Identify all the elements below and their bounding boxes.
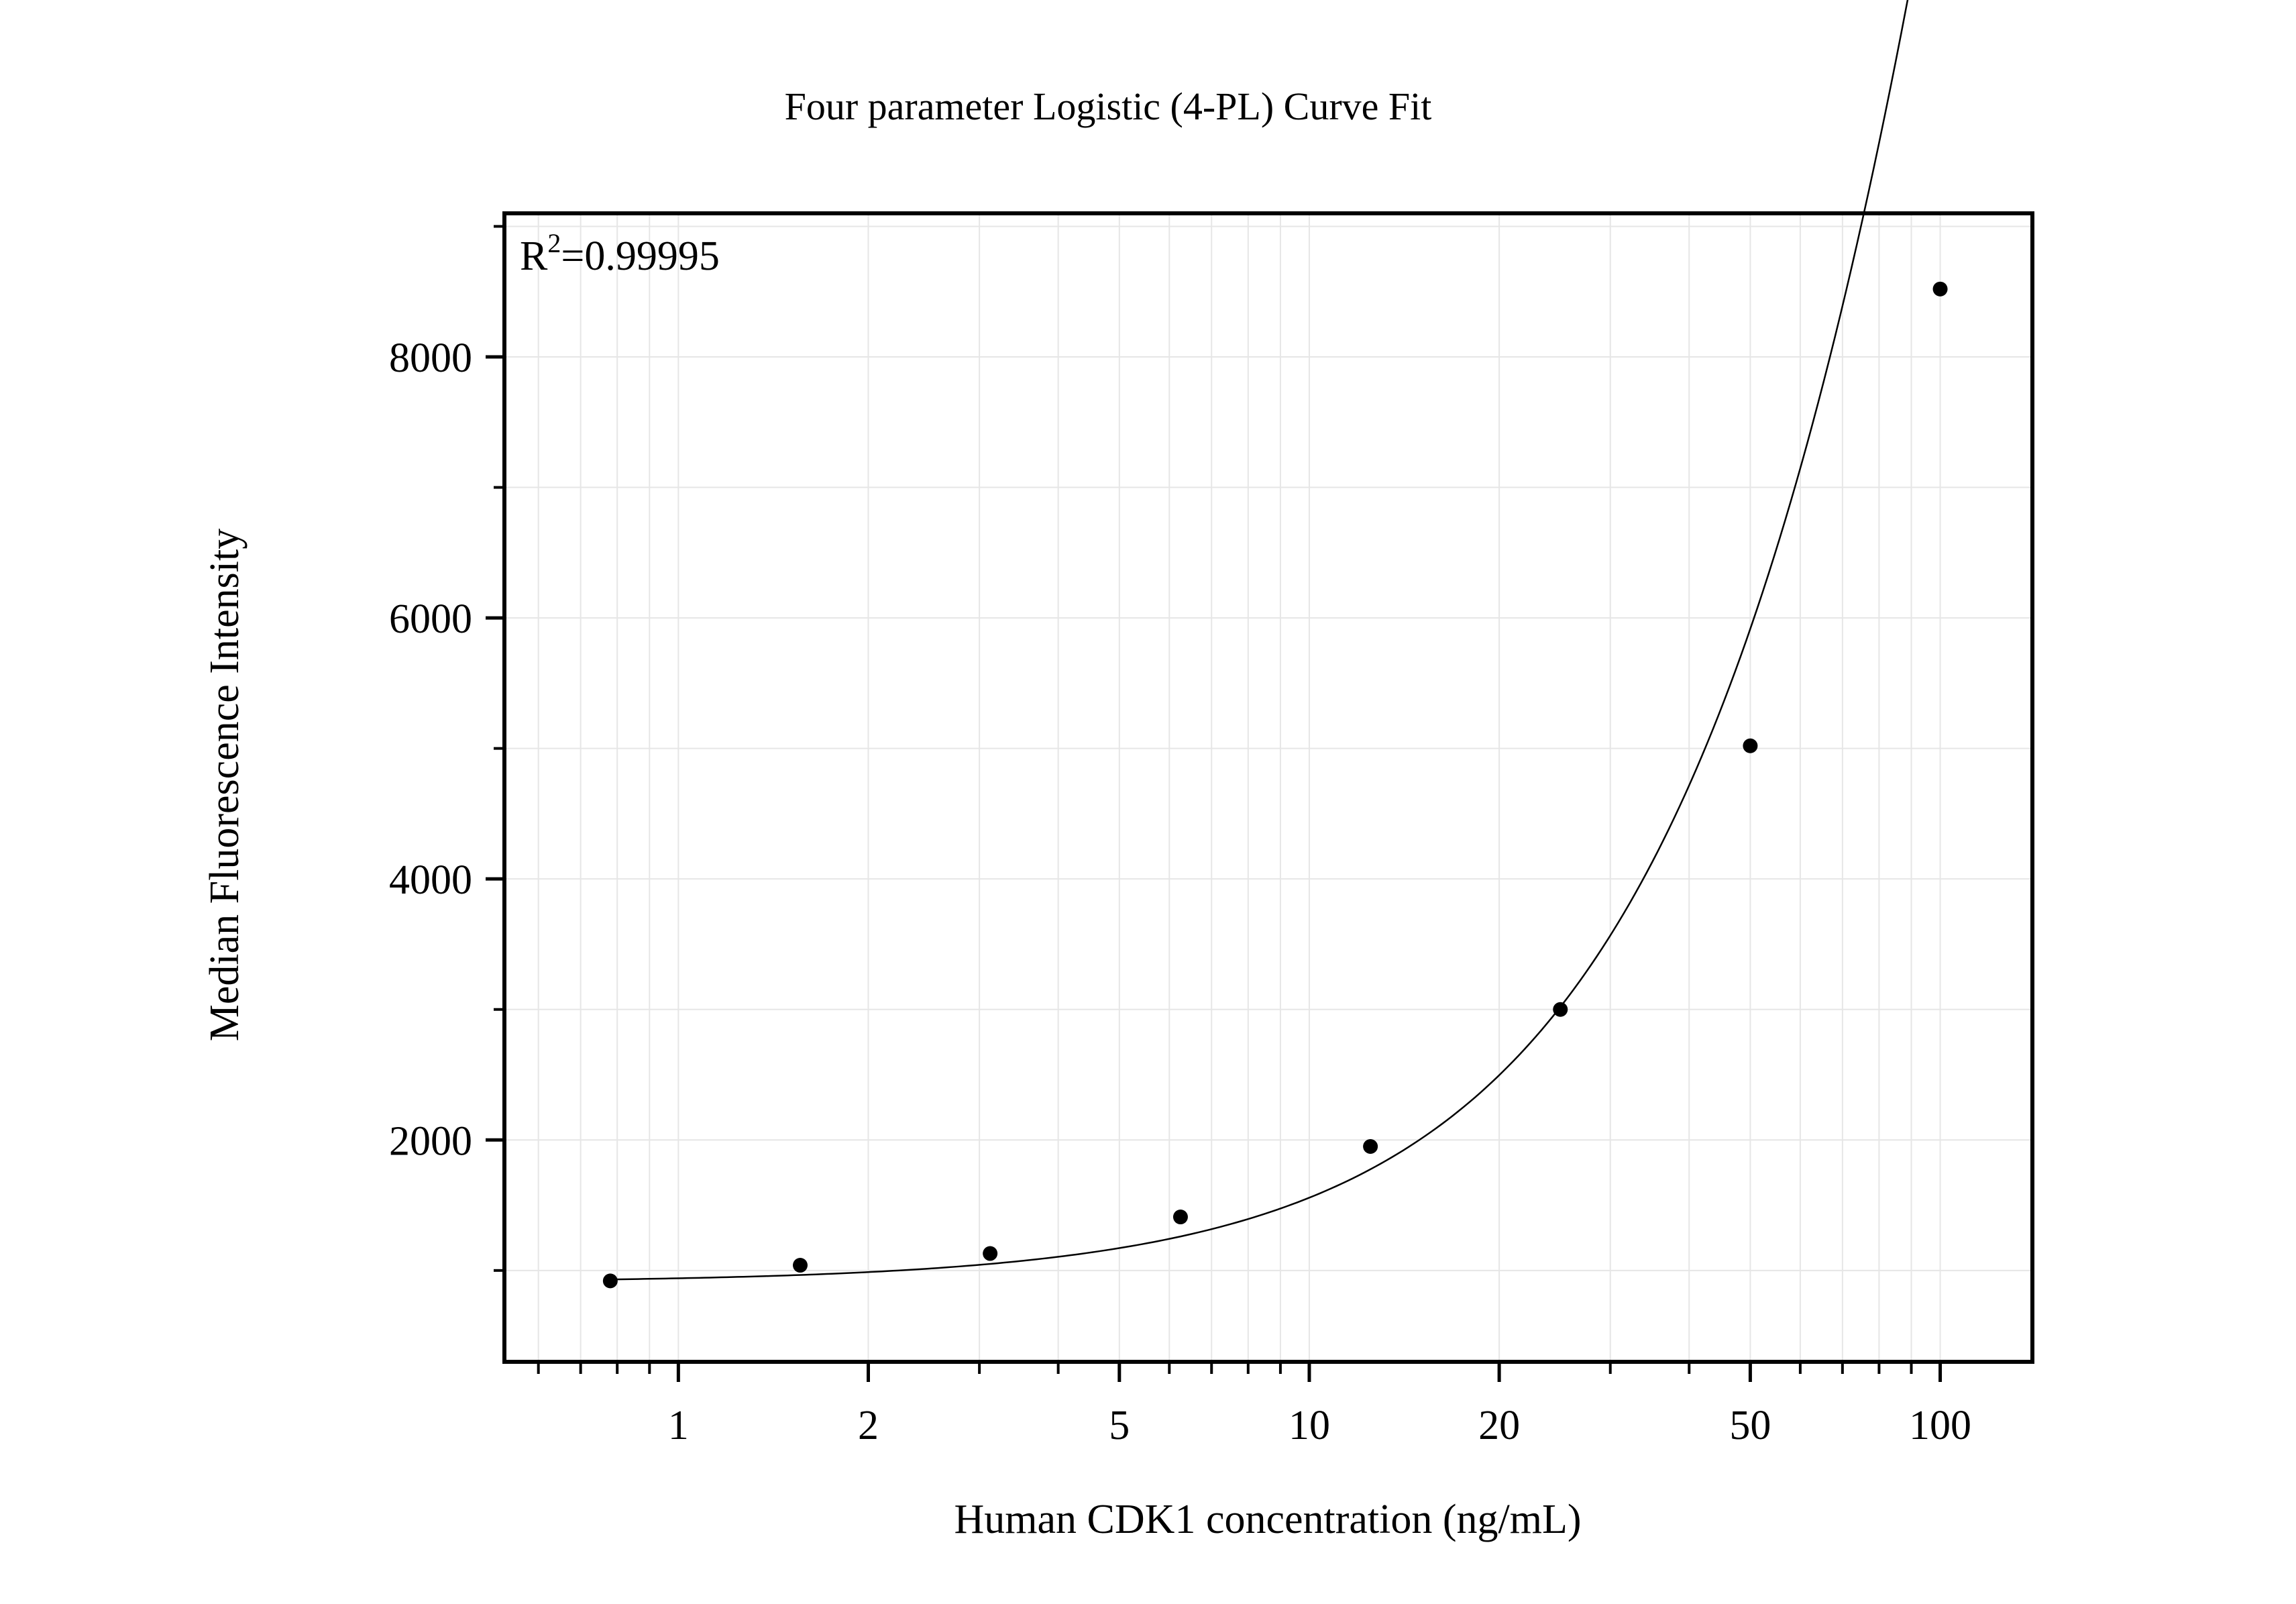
- plot-frame: [502, 211, 2034, 1364]
- chart-title: Four parameter Logistic (4-PL) Curve Fit: [785, 85, 1432, 128]
- r-squared-value: =0.99995: [561, 233, 719, 279]
- x-axis-label: Human CDK1 concentration (ng/mL): [954, 1497, 1582, 1542]
- y-tick-label: 6000: [389, 596, 472, 642]
- axis-ticks: [486, 225, 1943, 1382]
- data-point: [793, 1258, 808, 1273]
- r-squared-superscript: 2: [547, 228, 561, 258]
- tick-labels: 1 2 5 10 20 50 100 2000 4000 6000 8000: [389, 335, 1971, 1448]
- data-point: [602, 1273, 618, 1289]
- r-squared-annotation: R2=0.99995: [520, 228, 720, 279]
- y-axis-label: Median Fluorescence Intensity: [202, 529, 248, 1041]
- y-tick-label: 8000: [389, 335, 472, 381]
- r-squared-base: R: [520, 233, 548, 279]
- fit-curve-layer: [610, 0, 1909, 1281]
- data-point: [1172, 1210, 1188, 1225]
- data-point: [1553, 1002, 1568, 1017]
- data-point: [1932, 281, 1948, 297]
- y-tick-label: 2000: [389, 1118, 472, 1164]
- data-point: [1743, 738, 1758, 753]
- fit-curve: [610, 0, 1909, 1281]
- data-points: [602, 281, 1948, 1289]
- y-tick-label: 4000: [389, 857, 472, 903]
- x-tick-label: 5: [1109, 1403, 1130, 1448]
- x-tick-label: 1: [668, 1403, 689, 1448]
- data-point: [983, 1246, 998, 1261]
- data-point: [1363, 1139, 1378, 1154]
- x-tick-label: 50: [1729, 1403, 1771, 1448]
- x-tick-label: 2: [858, 1403, 879, 1448]
- x-tick-label: 100: [1909, 1403, 1971, 1448]
- x-tick-label: 20: [1478, 1403, 1520, 1448]
- grid-lines: [504, 213, 2032, 1362]
- x-tick-label: 10: [1289, 1403, 1330, 1448]
